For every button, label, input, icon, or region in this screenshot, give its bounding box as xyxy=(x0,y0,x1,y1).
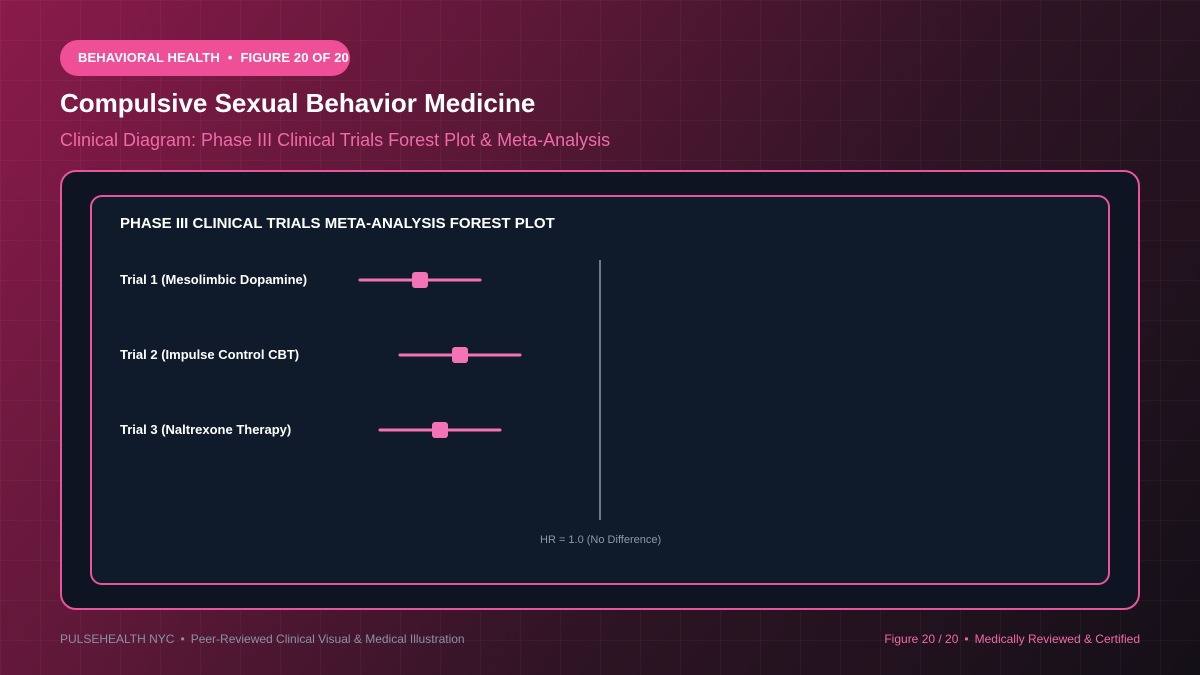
chart-title: PHASE III CLINICAL TRIALS META-ANALYSIS … xyxy=(120,215,555,232)
point-estimate xyxy=(452,347,468,363)
point-estimate xyxy=(432,422,448,438)
footer-separator: • xyxy=(180,632,185,646)
trial-label: Trial 2 (Impulse Control CBT) xyxy=(120,347,300,362)
footer-brand: PULSEHEALTH NYC xyxy=(60,632,175,646)
footer-figure: Figure 20 / 20 xyxy=(884,632,959,646)
footer-right: Figure 20 / 20 • Medically Reviewed & Cert… xyxy=(884,632,1140,646)
reference-line-label: HR = 1.0 (No Difference) xyxy=(540,534,662,546)
trial-label: Trial 1 (Mesolimbic Dopamine) xyxy=(120,272,308,287)
badge-separator: • xyxy=(227,50,233,65)
category-label: BEHAVIORAL HEALTH xyxy=(78,50,220,65)
footer-left: PULSEHEALTH NYC • Peer-Reviewed Clinical V… xyxy=(60,632,465,646)
page-subtitle: Clinical Diagram: Phase III Clinical Tri… xyxy=(60,130,611,150)
category-badge: BEHAVIORAL HEALTH • FIGURE 20 OF 20 xyxy=(60,40,350,76)
footer-tagline: Peer-Reviewed Clinical Visual & Medical … xyxy=(190,632,465,646)
footer-certification: Medically Reviewed & Certified xyxy=(974,632,1140,646)
footer-separator: • xyxy=(964,632,969,646)
figure-label: FIGURE 20 OF 20 xyxy=(240,50,349,65)
page-title: Compulsive Sexual Behavior Medicine xyxy=(60,88,536,118)
point-estimate xyxy=(412,272,428,288)
trial-label: Trial 3 (Naltrexone Therapy) xyxy=(120,422,292,437)
